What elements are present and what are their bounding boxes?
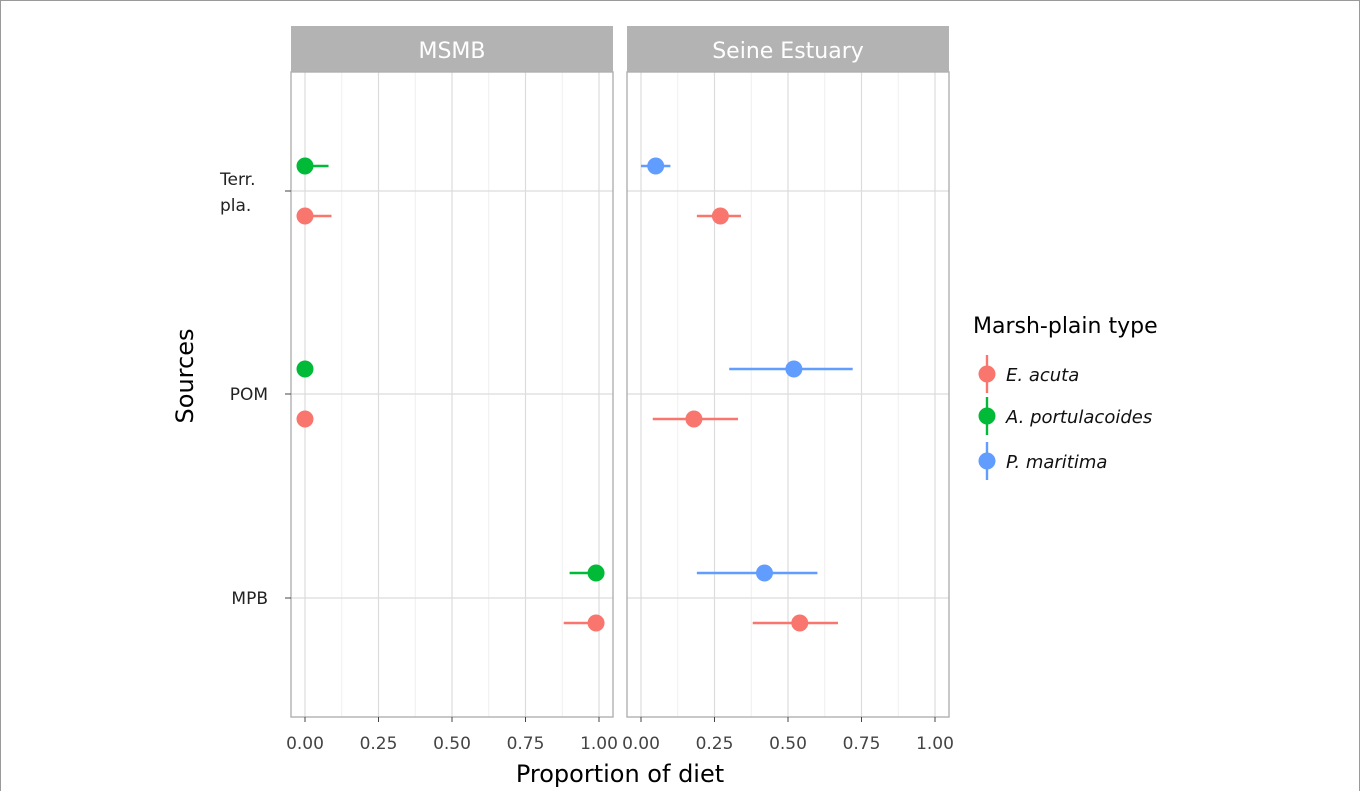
data-point bbox=[296, 360, 314, 378]
data-point bbox=[587, 614, 605, 632]
data-point bbox=[785, 360, 803, 378]
x-tick-label: 0.00 bbox=[622, 734, 660, 754]
facet-strip-label: Seine Estuary bbox=[712, 39, 864, 64]
x-tick-label: 0.00 bbox=[286, 734, 324, 754]
data-point bbox=[647, 157, 665, 175]
x-tick-label: 0.50 bbox=[433, 734, 471, 754]
y-tick-label: MPB bbox=[231, 589, 268, 609]
data-point bbox=[296, 207, 314, 225]
y-axis-title: Sources bbox=[171, 329, 199, 424]
x-tick-label: 0.75 bbox=[507, 734, 545, 754]
data-point bbox=[296, 157, 314, 175]
data-point bbox=[685, 410, 703, 428]
legend-label: A. portulacoides bbox=[1005, 407, 1152, 428]
x-tick-label: 1.00 bbox=[916, 734, 954, 754]
facet-strip bbox=[627, 26, 949, 72]
data-point bbox=[296, 410, 314, 428]
legend-label: E. acuta bbox=[1006, 365, 1079, 386]
x-tick-label: 0.50 bbox=[769, 734, 807, 754]
legend-label: P. maritima bbox=[1006, 452, 1107, 473]
legend-key-point bbox=[978, 452, 996, 470]
x-axis-title: Proportion of diet bbox=[516, 760, 724, 788]
y-tick-label: POM bbox=[230, 385, 268, 405]
facet-strip-label: MSMB bbox=[418, 39, 485, 64]
data-point bbox=[755, 564, 773, 582]
legend-title: Marsh-plain type bbox=[973, 314, 1158, 339]
legend-key-point bbox=[978, 407, 996, 425]
data-point bbox=[587, 564, 605, 582]
facet-strip bbox=[291, 26, 613, 72]
legend-key-point bbox=[978, 365, 996, 383]
y-tick-label: Terr. pla. bbox=[219, 170, 255, 216]
x-tick-label: 0.25 bbox=[696, 734, 734, 754]
x-tick-label: 1.00 bbox=[580, 734, 618, 754]
data-point bbox=[711, 207, 729, 225]
x-tick-label: 0.75 bbox=[843, 734, 881, 754]
data-point bbox=[791, 614, 809, 632]
x-tick-label: 0.25 bbox=[360, 734, 398, 754]
